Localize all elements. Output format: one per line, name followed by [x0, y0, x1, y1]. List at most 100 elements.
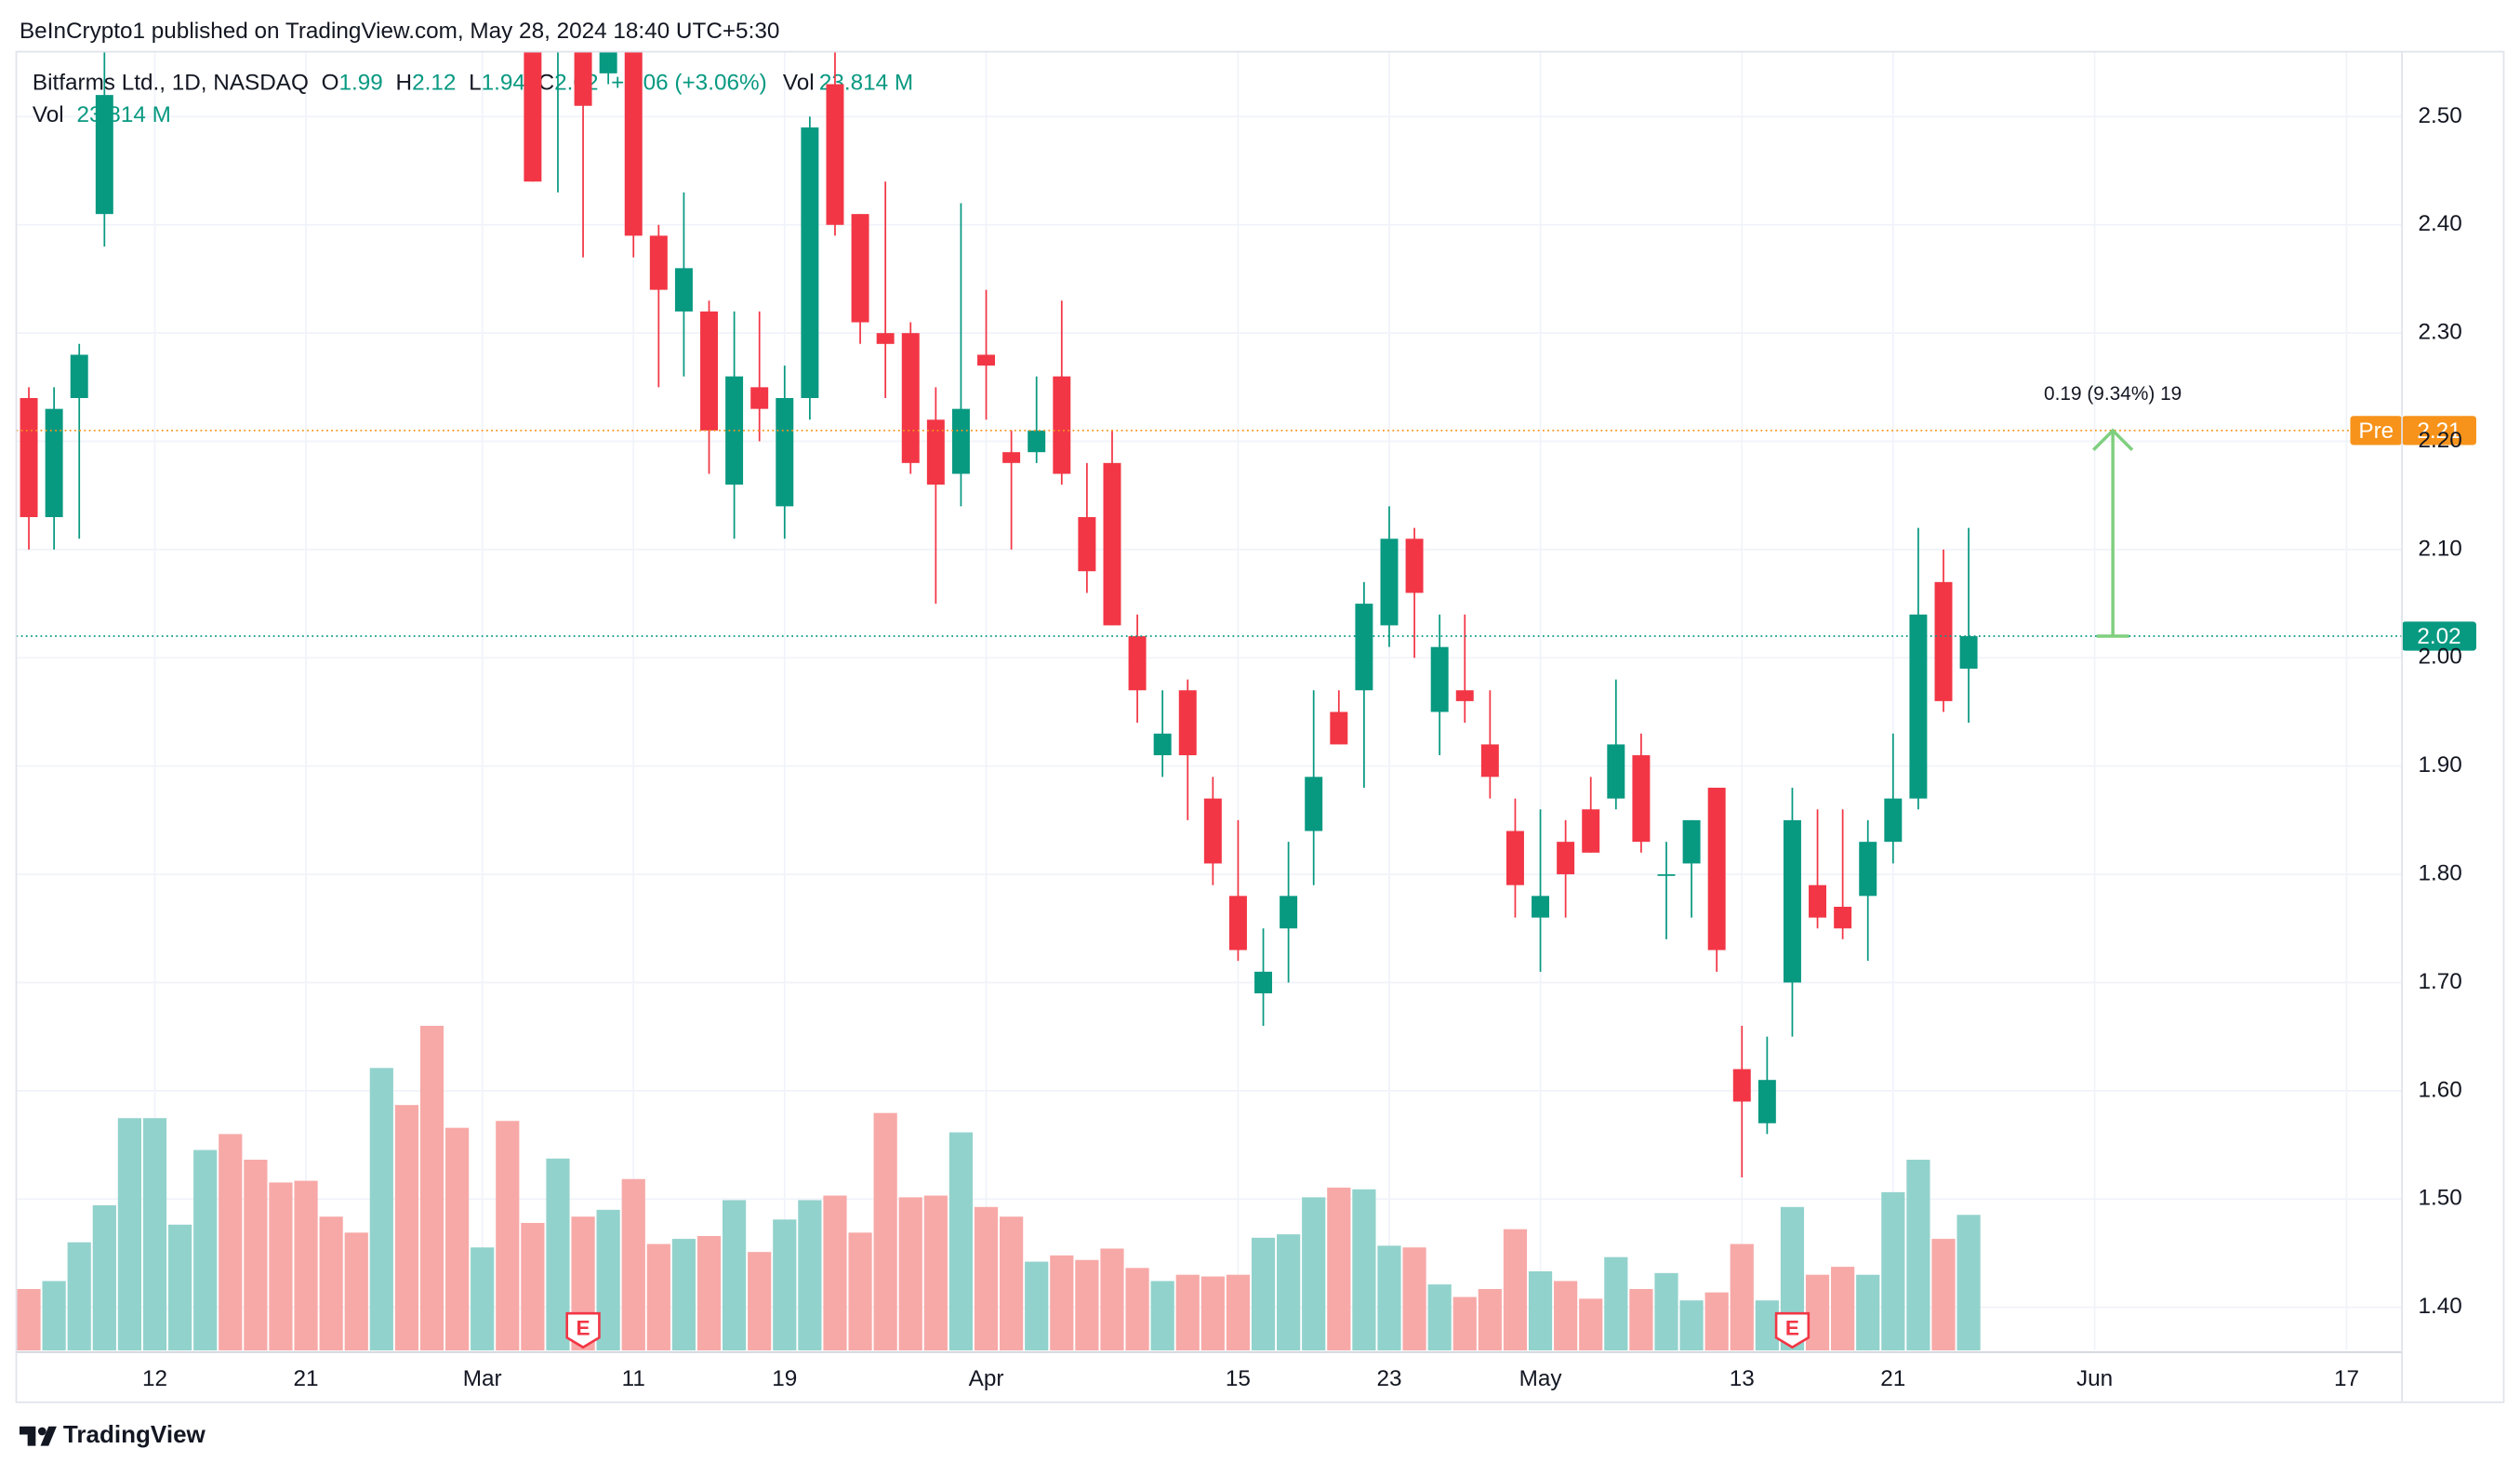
legend-value: 1.94 [482, 71, 525, 96]
volume-bar [1956, 1215, 1981, 1351]
volume-bar [193, 1150, 218, 1351]
volume-bar [445, 1127, 470, 1351]
volume-bar [1251, 1237, 1276, 1351]
candle-body [1582, 809, 1600, 853]
price-label-tag-text: Pre [2358, 419, 2394, 444]
legend-key: Vol [783, 71, 815, 96]
volume-bar [1503, 1229, 1528, 1351]
price-label-text: 2.21 [2417, 419, 2460, 444]
volume-bar [294, 1180, 318, 1351]
volume-bar [948, 1132, 974, 1351]
candle-body [1330, 711, 1348, 745]
volume-bar [748, 1252, 772, 1351]
volume-bar [92, 1204, 116, 1351]
volume-bar [773, 1219, 797, 1351]
candle-body [1757, 1080, 1776, 1123]
x-tick-label: Apr [969, 1366, 1004, 1391]
volume-bar [823, 1195, 847, 1351]
candle-body [1053, 376, 1071, 474]
candle-body [1254, 971, 1273, 994]
y-tick-label: 2.30 [2418, 320, 2461, 345]
volume-bar [1654, 1272, 1678, 1351]
legend-key: Vol [33, 102, 64, 127]
volume-bar [1125, 1268, 1149, 1351]
candle-body [1859, 842, 1877, 897]
candle-body [826, 84, 844, 225]
volume-bar [546, 1158, 570, 1351]
legend-value: 23.814 M [77, 102, 171, 127]
candle-body [1355, 604, 1373, 691]
volume-bar [319, 1216, 343, 1351]
legend-key: L [469, 71, 482, 96]
candle-body [1103, 462, 1121, 626]
volume-bar [1730, 1243, 1754, 1351]
volume-bar [646, 1243, 670, 1351]
published-line: BeInCrypto1 published on TradingView.com… [20, 19, 779, 44]
volume-bar [219, 1134, 243, 1351]
candle-body [1203, 798, 1222, 864]
candle-body [45, 408, 63, 518]
legend-value: 1.99 [339, 71, 383, 96]
candle-body [801, 127, 819, 399]
volume-bar [117, 1118, 142, 1351]
footer-brand: TradingView [63, 1420, 206, 1448]
candle-body [674, 268, 693, 312]
volume-bar [848, 1232, 872, 1351]
y-tick-label: 2.50 [2418, 103, 2461, 128]
x-tick-label: 13 [1730, 1366, 1755, 1391]
candle-body [1280, 896, 1298, 929]
price-label-text: 2.02 [2417, 624, 2460, 649]
y-tick-label: 1.80 [2418, 860, 2461, 885]
volume-bar [142, 1118, 167, 1351]
y-tick-label: 1.60 [2418, 1077, 2461, 1102]
volume-bar [42, 1281, 66, 1351]
candle-body [599, 51, 617, 73]
candle-body [750, 387, 769, 409]
candle-body [524, 51, 542, 182]
y-tick-label: 2.40 [2418, 211, 2461, 236]
volume-bar [1327, 1187, 1351, 1351]
volume-bar [1881, 1191, 1905, 1351]
candle-body [1834, 906, 1852, 929]
candle-body [1557, 842, 1575, 875]
volume-bar [696, 1236, 722, 1351]
candles [20, 51, 1978, 1177]
volume-bar [471, 1247, 495, 1351]
x-tick-label: 12 [142, 1366, 167, 1391]
volume-bar [1931, 1239, 1956, 1351]
candle-body [1380, 538, 1399, 626]
frame [15, 50, 2505, 1403]
x-tick-label: Mar [463, 1366, 502, 1391]
volume-bar [1427, 1284, 1452, 1351]
price-label [2402, 621, 2476, 651]
volume-bar [244, 1159, 268, 1351]
candle-body [851, 214, 869, 323]
x-tick-label: 19 [772, 1366, 797, 1391]
legend-key: O [322, 71, 339, 96]
candle-body [1305, 777, 1323, 831]
candle-body [1607, 744, 1625, 799]
volume-bar [1604, 1256, 1628, 1351]
candle-body [624, 51, 643, 236]
volume-bar [1175, 1274, 1200, 1351]
candle-body [1707, 787, 1726, 950]
volume-bar [621, 1178, 645, 1351]
y-tick-label: 1.70 [2418, 969, 2461, 994]
volume-bar [1377, 1245, 1401, 1351]
volume-bar [17, 1288, 41, 1351]
candle-body [901, 333, 920, 463]
measure-arrowhead [2092, 428, 2134, 451]
legend-key: H [396, 71, 413, 96]
candle-body [1505, 831, 1524, 885]
volume-bar [873, 1112, 897, 1351]
volume-bar [1831, 1267, 1855, 1351]
candle-body [1178, 690, 1197, 756]
volume-bar [1402, 1247, 1426, 1351]
y-tick-label: 2.00 [2418, 645, 2461, 670]
candle-body [876, 333, 895, 344]
volume-bar [1075, 1259, 1099, 1351]
candle-body [1809, 884, 1827, 918]
volume-bar [369, 1068, 393, 1351]
volume-bar [1704, 1292, 1729, 1351]
